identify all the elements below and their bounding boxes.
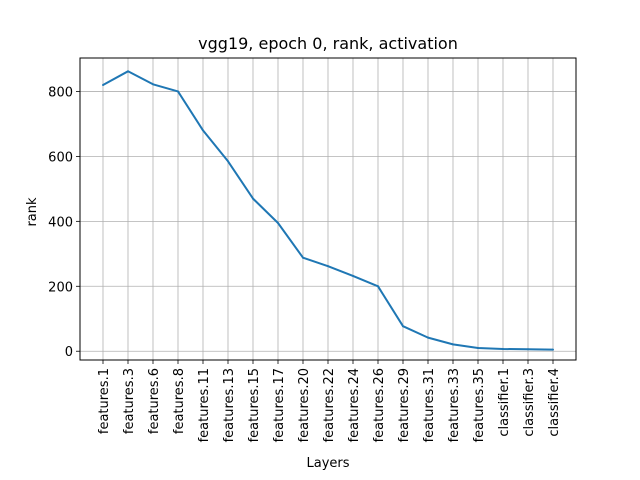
data-point [452, 343, 454, 346]
x-tick-label: features.31 [422, 368, 437, 442]
data-point [102, 83, 104, 86]
chart-title: vgg19, epoch 0, rank, activation [198, 34, 458, 53]
x-tick-label: classifier.4 [547, 368, 562, 437]
data-point [227, 160, 229, 163]
x-tick-label: features.29 [397, 368, 412, 442]
y-axis-label: rank [25, 197, 40, 227]
y-tick-label: 800 [48, 85, 73, 100]
x-tick-label: classifier.1 [497, 368, 512, 437]
data-point [127, 70, 129, 73]
x-tick-label: features.11 [197, 368, 212, 442]
data-point [302, 256, 304, 259]
data-point [202, 129, 204, 132]
data-point [402, 325, 404, 328]
x-tick-label: features.22 [322, 368, 337, 442]
data-point [277, 221, 279, 224]
data-point [502, 347, 504, 350]
x-tick-label: features.20 [297, 368, 312, 442]
x-tick-label: features.35 [472, 368, 487, 442]
x-tick-label: features.13 [222, 368, 237, 442]
y-tick-label: 400 [48, 215, 73, 230]
x-tick-label: features.17 [272, 368, 287, 442]
data-point [177, 90, 179, 93]
x-tick-label: features.24 [347, 368, 362, 442]
x-tick-label: features.1 [97, 368, 112, 434]
x-axis: features.1 features.3 features.6 features.8… [97, 360, 562, 442]
x-tick-label: features.33 [447, 368, 462, 442]
data-point [552, 348, 554, 351]
data-point [477, 346, 479, 349]
data-point [527, 348, 529, 351]
x-tick-label: features.8 [172, 368, 187, 434]
x-tick-label: features.26 [372, 368, 387, 442]
grid [80, 58, 576, 360]
y-axis: 0 200 400 600 800 [48, 85, 80, 360]
y-tick-label: 0 [65, 345, 73, 360]
x-tick-label: features.15 [247, 368, 262, 442]
data-point [327, 265, 329, 268]
x-tick-label: classifier.3 [522, 368, 537, 437]
x-tick-label: features.3 [122, 368, 137, 434]
x-tick-label: features.6 [147, 368, 162, 434]
data-point [152, 83, 154, 86]
data-point [252, 197, 254, 200]
data-point [377, 285, 379, 288]
x-axis-label: Layers [306, 456, 349, 471]
plot-frame [79, 57, 577, 361]
y-tick-label: 600 [48, 150, 73, 165]
y-tick-label: 200 [48, 280, 73, 295]
data-point [352, 274, 354, 277]
series [102, 70, 554, 351]
data-point [427, 336, 429, 339]
